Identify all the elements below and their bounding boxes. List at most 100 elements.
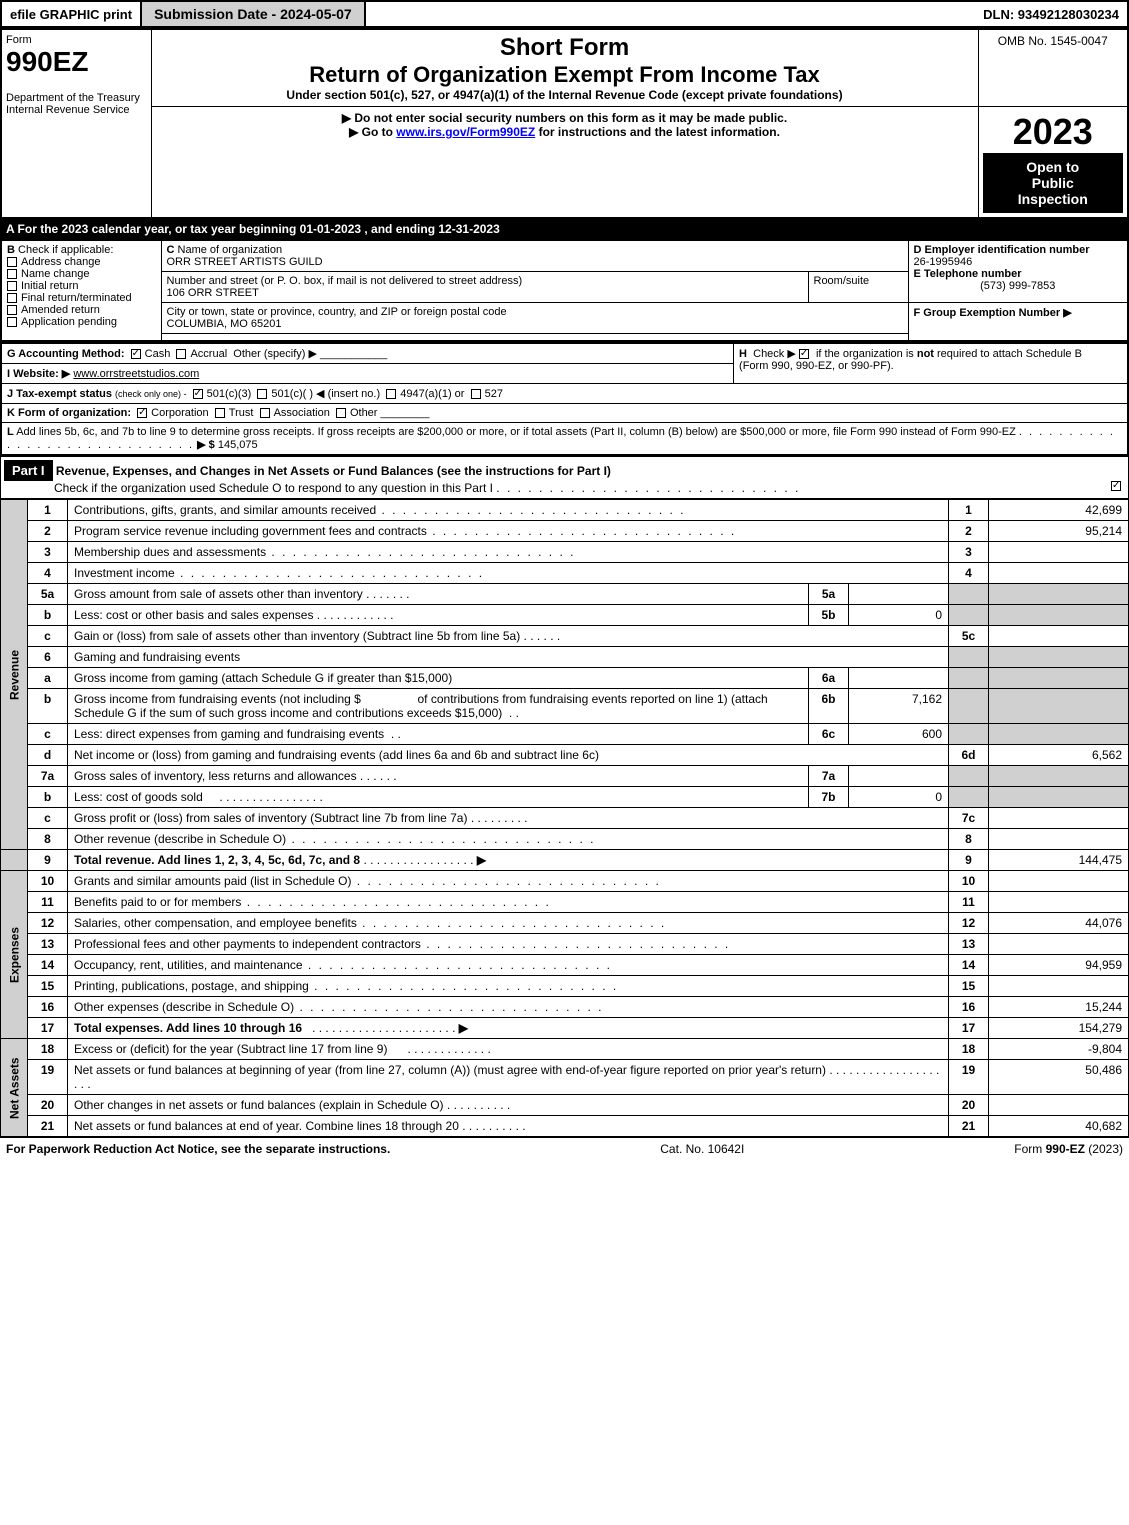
l17-ln: 17	[949, 1018, 989, 1039]
l2-amt: 95,214	[989, 521, 1129, 542]
j-label: J Tax-exempt status	[7, 388, 112, 400]
l19-num: 19	[28, 1060, 68, 1095]
l18-amt: -9,804	[989, 1039, 1129, 1060]
l20-ln: 20	[949, 1095, 989, 1116]
g-accrual: Accrual	[190, 348, 227, 360]
opt-application-pending: Application pending	[21, 316, 117, 328]
inst2a: ▶ Go to	[349, 125, 396, 139]
l6a-mv	[849, 668, 949, 689]
instruction-cell: ▶ Do not enter social security numbers o…	[151, 107, 978, 219]
l11-text-span: Benefits paid to or for members	[74, 895, 241, 909]
l5b-text-span: Less: cost or other basis and sales expe…	[74, 608, 313, 622]
netassets-label: Net Assets	[1, 1039, 28, 1137]
l12-amt: 44,076	[989, 913, 1129, 934]
checkbox-final-return[interactable]	[7, 293, 17, 303]
l18-text-span: Excess or (deficit) for the year (Subtra…	[74, 1042, 387, 1056]
l11-dots	[241, 895, 550, 909]
l7b-mn: 7b	[809, 787, 849, 808]
l13-text-span: Professional fees and other payments to …	[74, 937, 421, 951]
i-label: I Website: ▶	[7, 368, 70, 380]
top-bar-left: efile GRAPHIC print Submission Date - 20…	[2, 2, 366, 26]
year-cell: 2023 Open to Public Inspection	[978, 107, 1128, 219]
checkbox-name-change[interactable]	[7, 269, 17, 279]
l4-ln: 4	[949, 563, 989, 584]
l16-ln: 16	[949, 997, 989, 1018]
l9-amt: 144,475	[989, 850, 1129, 871]
l13-dots	[421, 937, 730, 951]
l6c-mn: 6c	[809, 724, 849, 745]
l7c-text-span: Gross profit or (loss) from sales of inv…	[74, 811, 467, 825]
l10-ln: 10	[949, 871, 989, 892]
checkbox-k-other[interactable]	[336, 408, 346, 418]
l18-ln: 18	[949, 1039, 989, 1060]
checkbox-accrual[interactable]	[176, 349, 186, 359]
dept1: Department of the Treasury	[6, 92, 147, 104]
website-link[interactable]: www.orrstreetstudios.com	[73, 368, 199, 380]
l7c-num: c	[28, 808, 68, 829]
opt-final-return: Final return/terminated	[21, 292, 132, 304]
l2-ln: 2	[949, 521, 989, 542]
l20-num: 20	[28, 1095, 68, 1116]
footer-left: For Paperwork Reduction Act Notice, see …	[6, 1142, 390, 1156]
l9-ln: 9	[949, 850, 989, 871]
l7c-text: Gross profit or (loss) from sales of inv…	[68, 808, 949, 829]
checkbox-application-pending[interactable]	[7, 317, 17, 327]
ghijkl-table: G Accounting Method: Cash Accrual Other …	[0, 342, 1129, 456]
checkbox-amended-return[interactable]	[7, 305, 17, 315]
checkbox-cash[interactable]	[131, 349, 141, 359]
l6a-shade2	[989, 668, 1129, 689]
l2-text: Program service revenue including govern…	[68, 521, 949, 542]
l18-num: 18	[28, 1039, 68, 1060]
l15-text-span: Printing, publications, postage, and shi…	[74, 979, 309, 993]
checkbox-501c[interactable]	[257, 389, 267, 399]
l5a-mv	[849, 584, 949, 605]
box-i: I Website: ▶ www.orrstreetstudios.com	[1, 364, 734, 384]
l5c-text: Gain or (loss) from sale of assets other…	[68, 626, 949, 647]
h-text1: Check ▶	[753, 348, 796, 360]
l11-ln: 11	[949, 892, 989, 913]
city: COLUMBIA, MO 65201	[167, 318, 282, 330]
k-label: K Form of organization:	[7, 407, 131, 419]
j-opt4: 527	[485, 388, 503, 400]
inst2b: for instructions and the latest informat…	[535, 125, 780, 139]
f-label: F Group Exemption Number	[914, 307, 1061, 319]
l13-text: Professional fees and other payments to …	[68, 934, 949, 955]
spacer	[161, 334, 908, 342]
l12-text: Salaries, other compensation, and employ…	[68, 913, 949, 934]
l5a-shade	[949, 584, 989, 605]
irs-link[interactable]: www.irs.gov/Form990EZ	[396, 125, 535, 139]
opt-name-change: Name change	[21, 268, 90, 280]
l5c-amt	[989, 626, 1129, 647]
l16-amt: 15,244	[989, 997, 1129, 1018]
l6c-mv: 600	[849, 724, 949, 745]
efile-label: efile GRAPHIC print	[2, 3, 140, 26]
checkbox-527[interactable]	[471, 389, 481, 399]
open3: Inspection	[1018, 191, 1088, 207]
l6a-text: Gross income from gaming (attach Schedul…	[68, 668, 809, 689]
checkbox-corp[interactable]	[137, 408, 147, 418]
checkbox-501c3[interactable]	[193, 389, 203, 399]
omb-cell: OMB No. 1545-0047	[978, 29, 1128, 107]
checkbox-initial-return[interactable]	[7, 281, 17, 291]
checkbox-part1[interactable]	[1111, 481, 1121, 491]
checkbox-trust[interactable]	[215, 408, 225, 418]
short-form: Short Form	[156, 34, 974, 62]
return-title: Return of Organization Exempt From Incom…	[156, 62, 974, 88]
part1-label: Part I	[4, 460, 53, 481]
form-cell: Form 990EZ Department of the Treasury In…	[1, 29, 151, 218]
f-arrow: ▶	[1063, 307, 1071, 319]
l11-text: Benefits paid to or for members	[68, 892, 949, 913]
l10-num: 10	[28, 871, 68, 892]
checkbox-h[interactable]	[799, 349, 809, 359]
l11-num: 11	[28, 892, 68, 913]
k-opt1: Corporation	[151, 407, 208, 419]
j-opt3: 4947(a)(1) or	[400, 388, 464, 400]
l3-text: Membership dues and assessments	[68, 542, 949, 563]
l6a-num: a	[28, 668, 68, 689]
l-text: Add lines 5b, 6c, and 7b to line 9 to de…	[16, 426, 1016, 438]
l6a-shade	[949, 668, 989, 689]
checkbox-assoc[interactable]	[260, 408, 270, 418]
l6c-shade	[949, 724, 989, 745]
checkbox-4947[interactable]	[386, 389, 396, 399]
checkbox-address-change[interactable]	[7, 257, 17, 267]
